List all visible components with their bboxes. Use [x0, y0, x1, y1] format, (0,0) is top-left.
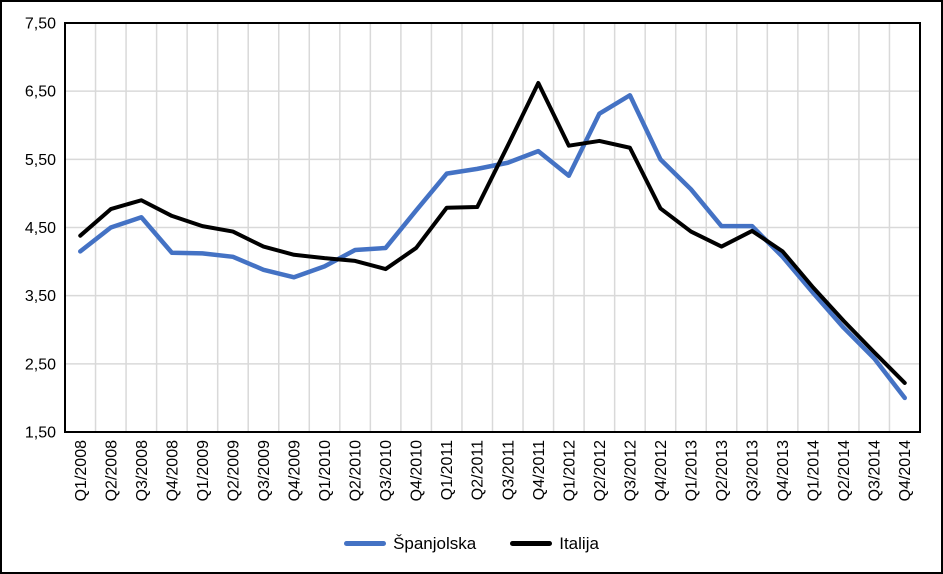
legend-label-spanjolska: Španjolska [393, 534, 477, 553]
y-tick-label: 1,50 [25, 425, 56, 442]
y-tick-label: 4,50 [25, 220, 56, 237]
x-tick-label: Q4/2011 [531, 440, 548, 500]
x-tick-label: Q2/2009 [225, 440, 242, 501]
legend-item-spanjolska: Španjolska [344, 535, 476, 552]
x-tick-label: Q1/2008 [73, 440, 90, 501]
y-tick-label: 6,50 [25, 84, 56, 101]
legend-item-italija: Italija [510, 535, 599, 552]
x-tick-label: Q4/2008 [164, 440, 181, 501]
plot-border [64, 22, 921, 433]
x-tick-label: Q2/2011 [470, 440, 487, 500]
legend-line-swatch-spanjolska [344, 541, 387, 546]
x-tick-label: Q4/2013 [775, 440, 792, 501]
x-tick-label: Q1/2011 [439, 440, 456, 500]
x-tick-label: Q4/2012 [653, 440, 670, 501]
x-tick-label: Q1/2014 [806, 440, 823, 501]
x-tick-label: Q3/2012 [622, 440, 639, 501]
x-tick-label: Q1/2009 [195, 440, 212, 501]
y-tick-label: 5,50 [25, 152, 56, 169]
x-tick-label: Q3/2014 [867, 440, 884, 501]
legend-line-swatch-italija [510, 541, 553, 546]
x-tick-label: Q2/2013 [714, 440, 731, 501]
x-tick-label: Q1/2013 [683, 440, 700, 501]
x-tick-label: Q2/2012 [592, 440, 609, 501]
x-tick-label: Q1/2012 [561, 440, 578, 501]
x-tick-label: Q2/2010 [348, 440, 365, 501]
x-tick-label: Q1/2010 [317, 440, 334, 501]
x-tick-label: Q2/2014 [836, 440, 853, 501]
x-tick-label: Q3/2008 [134, 440, 151, 501]
x-tick-label: Q2/2008 [103, 440, 120, 501]
legend: Španjolska Italija [2, 535, 941, 552]
legend-label-italija: Italija [559, 534, 599, 553]
x-tick-label: Q4/2009 [287, 440, 304, 501]
x-tick-label: Q4/2014 [897, 440, 914, 501]
x-tick-label: Q4/2010 [409, 440, 426, 501]
x-tick-label: Q3/2011 [500, 440, 517, 500]
x-tick-label: Q3/2010 [378, 440, 395, 501]
x-tick-label: Q3/2009 [256, 440, 273, 501]
series-line-italija [78, 80, 907, 385]
y-tick-label: 3,50 [25, 288, 56, 305]
x-tick-label: Q3/2013 [745, 440, 762, 501]
y-tick-label: 2,50 [25, 356, 56, 373]
y-tick-label: 7,50 [25, 16, 56, 33]
